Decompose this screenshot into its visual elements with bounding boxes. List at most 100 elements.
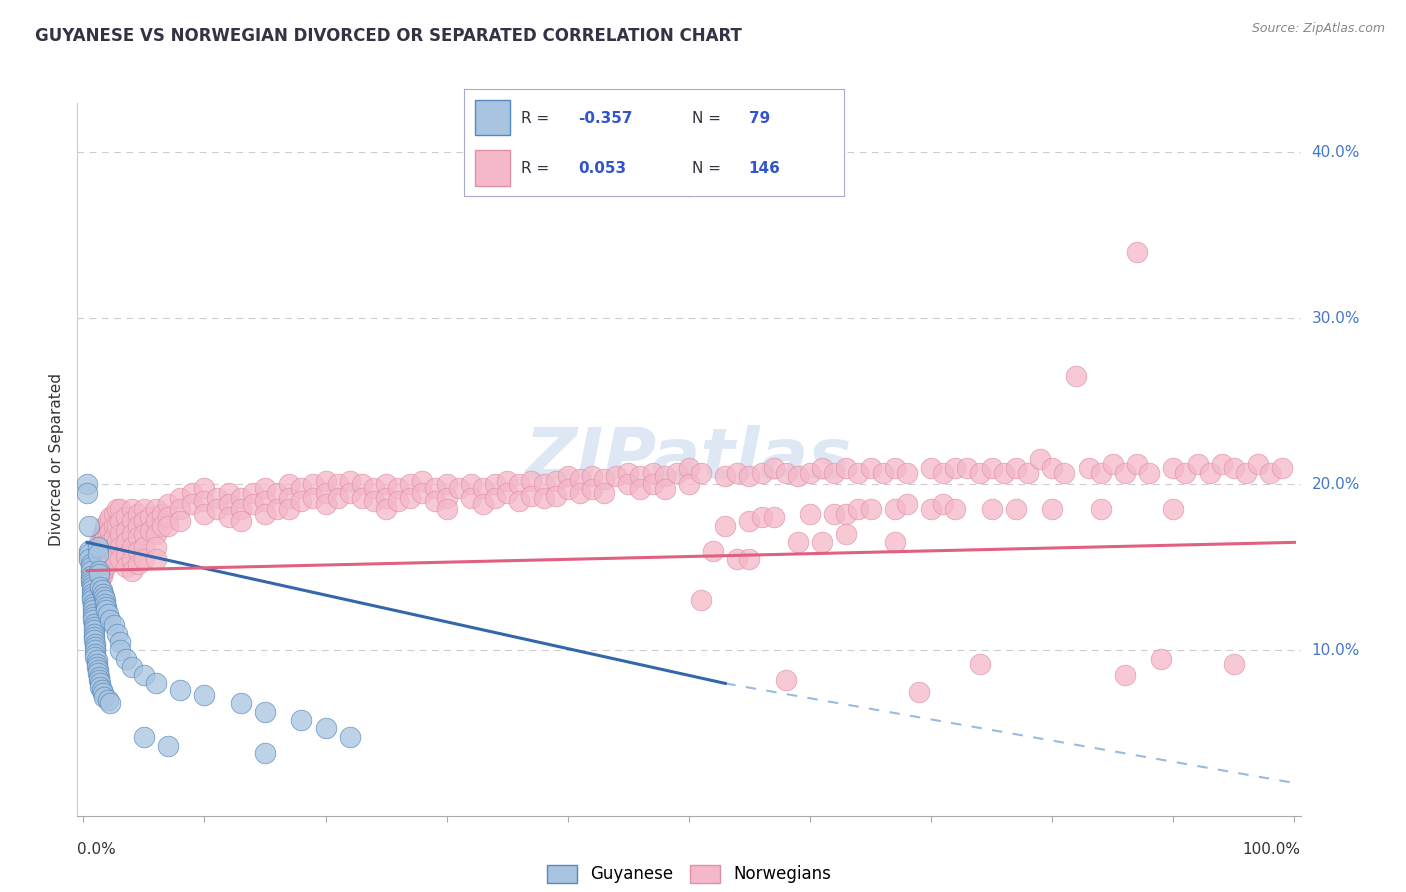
Point — [89, 577, 111, 591]
Point — [114, 524, 136, 538]
Point — [97, 557, 120, 571]
Point — [254, 507, 277, 521]
Point — [411, 474, 433, 488]
Point — [266, 485, 288, 500]
Point — [945, 460, 967, 475]
Point — [690, 593, 713, 607]
Text: 30.0%: 30.0% — [1312, 310, 1360, 326]
Point — [278, 491, 301, 505]
Point — [93, 552, 115, 566]
Point — [762, 460, 785, 475]
Point — [83, 633, 105, 648]
Point — [654, 482, 676, 496]
Point — [714, 518, 737, 533]
Point — [738, 552, 761, 566]
Point — [593, 485, 616, 500]
Point — [678, 178, 700, 193]
Point — [103, 518, 125, 533]
Point — [411, 485, 433, 500]
Point — [108, 502, 131, 516]
Point — [79, 564, 101, 578]
Point — [1198, 466, 1220, 480]
Point — [145, 527, 167, 541]
Point — [436, 477, 458, 491]
Point — [83, 620, 105, 634]
Point — [193, 494, 215, 508]
Point — [399, 491, 422, 505]
Point — [169, 514, 191, 528]
Point — [82, 597, 104, 611]
Point — [738, 514, 761, 528]
Point — [315, 485, 337, 500]
Point — [80, 572, 103, 586]
Point — [533, 491, 555, 505]
Point — [96, 603, 118, 617]
Point — [108, 541, 131, 555]
Point — [883, 502, 905, 516]
Point — [87, 564, 110, 578]
Point — [89, 568, 111, 582]
Point — [872, 466, 894, 480]
Point — [79, 575, 101, 590]
Point — [157, 497, 180, 511]
Point — [1090, 466, 1112, 480]
Point — [80, 583, 103, 598]
Point — [460, 491, 482, 505]
Point — [169, 491, 191, 505]
Point — [1234, 466, 1257, 480]
Point — [94, 518, 117, 533]
Point — [1223, 460, 1246, 475]
Point — [1114, 668, 1136, 682]
Point — [84, 640, 107, 654]
Point — [859, 460, 882, 475]
Point — [496, 485, 519, 500]
Point — [86, 608, 108, 623]
Point — [387, 494, 409, 508]
Point — [593, 472, 616, 486]
Point — [423, 481, 446, 495]
Point — [97, 514, 120, 528]
Point — [89, 535, 111, 549]
Point — [108, 514, 131, 528]
FancyBboxPatch shape — [475, 100, 509, 136]
Point — [89, 564, 111, 578]
Point — [399, 477, 422, 491]
Point — [678, 460, 700, 475]
Point — [82, 603, 104, 617]
Point — [725, 552, 748, 566]
Point — [132, 552, 155, 566]
Point — [145, 502, 167, 516]
Point — [738, 469, 761, 483]
Point — [1005, 460, 1028, 475]
Point — [80, 587, 103, 601]
Point — [98, 510, 121, 524]
Point — [84, 649, 107, 664]
Point — [1066, 369, 1088, 384]
FancyBboxPatch shape — [475, 150, 509, 186]
Point — [193, 688, 215, 702]
Point — [350, 491, 373, 505]
Point — [98, 524, 121, 538]
Text: 10.0%: 10.0% — [1312, 643, 1360, 657]
Point — [132, 541, 155, 555]
Point — [84, 647, 107, 661]
Point — [90, 583, 112, 598]
Point — [97, 607, 120, 621]
Point — [127, 518, 149, 533]
Point — [775, 466, 797, 480]
Point — [508, 494, 530, 508]
Point — [375, 502, 398, 516]
Point — [89, 670, 111, 684]
Point — [96, 600, 118, 615]
Point — [762, 510, 785, 524]
Point — [114, 549, 136, 563]
Point — [908, 684, 931, 698]
Text: R =: R = — [520, 161, 550, 176]
Point — [157, 739, 180, 754]
Point — [79, 572, 101, 586]
Point — [150, 518, 173, 533]
Point — [93, 524, 115, 538]
Point — [1017, 466, 1039, 480]
Point — [229, 514, 252, 528]
Point — [97, 535, 120, 549]
